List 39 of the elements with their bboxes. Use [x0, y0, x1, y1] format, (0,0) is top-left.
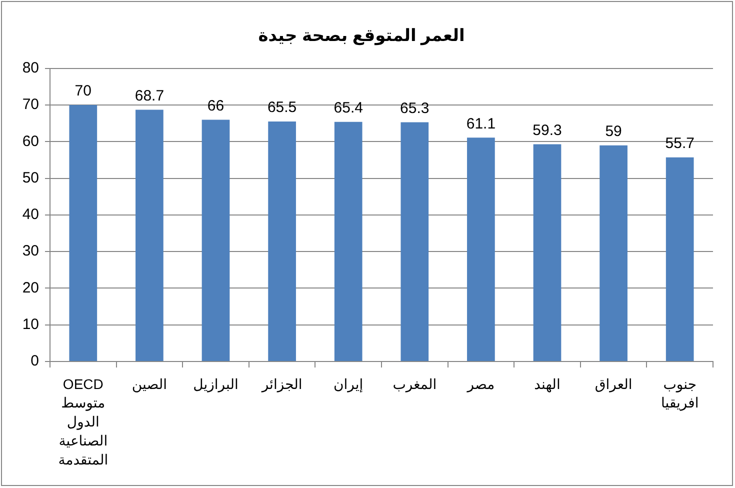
data-label: 65.3 [400, 100, 430, 117]
bar [136, 110, 164, 361]
bar [202, 120, 230, 361]
x-tick-label: الصين [132, 376, 168, 393]
data-label: 55.7 [665, 135, 694, 152]
y-tick-label: 70 [22, 96, 39, 114]
x-tick-label: إيران [334, 376, 364, 393]
x-tick-label: البرازيل [193, 376, 238, 393]
data-label: 61.1 [466, 115, 496, 132]
data-label: 66 [207, 97, 224, 114]
bar [69, 105, 98, 361]
bar [400, 122, 429, 361]
x-tick-label: مصر [466, 376, 495, 393]
data-label: 59 [605, 122, 622, 140]
y-tick-label: 50 [22, 169, 39, 186]
data-label: 65.4 [334, 100, 363, 117]
y-tick-label: 0 [30, 352, 39, 370]
bar [268, 122, 296, 361]
chart-title: العمر المتوقع بصحة جيدة [258, 26, 465, 46]
x-tick-label: الهند [534, 376, 560, 393]
y-tick-label: 10 [22, 316, 39, 334]
y-tick-label: 20 [22, 279, 39, 296]
bar [666, 157, 694, 361]
y-tick-label: 30 [22, 242, 39, 260]
data-label: 68.7 [134, 87, 164, 104]
y-tick-label: 40 [22, 206, 39, 224]
x-tick-label: جنوب افريقيا [660, 376, 699, 412]
x-tick-label: الجزائر [260, 376, 302, 393]
y-tick-label: 80 [22, 60, 39, 77]
bar [600, 145, 628, 361]
x-tick-label: العراق [594, 376, 632, 393]
data-label: 59.3 [532, 122, 562, 139]
bar [533, 144, 562, 361]
bar [334, 122, 362, 361]
bar [467, 138, 495, 361]
data-label: 70 [74, 82, 92, 100]
data-label: 65.5 [267, 99, 297, 116]
y-tick-label: 60 [22, 132, 39, 150]
x-tick-label: المغرب [392, 376, 437, 393]
